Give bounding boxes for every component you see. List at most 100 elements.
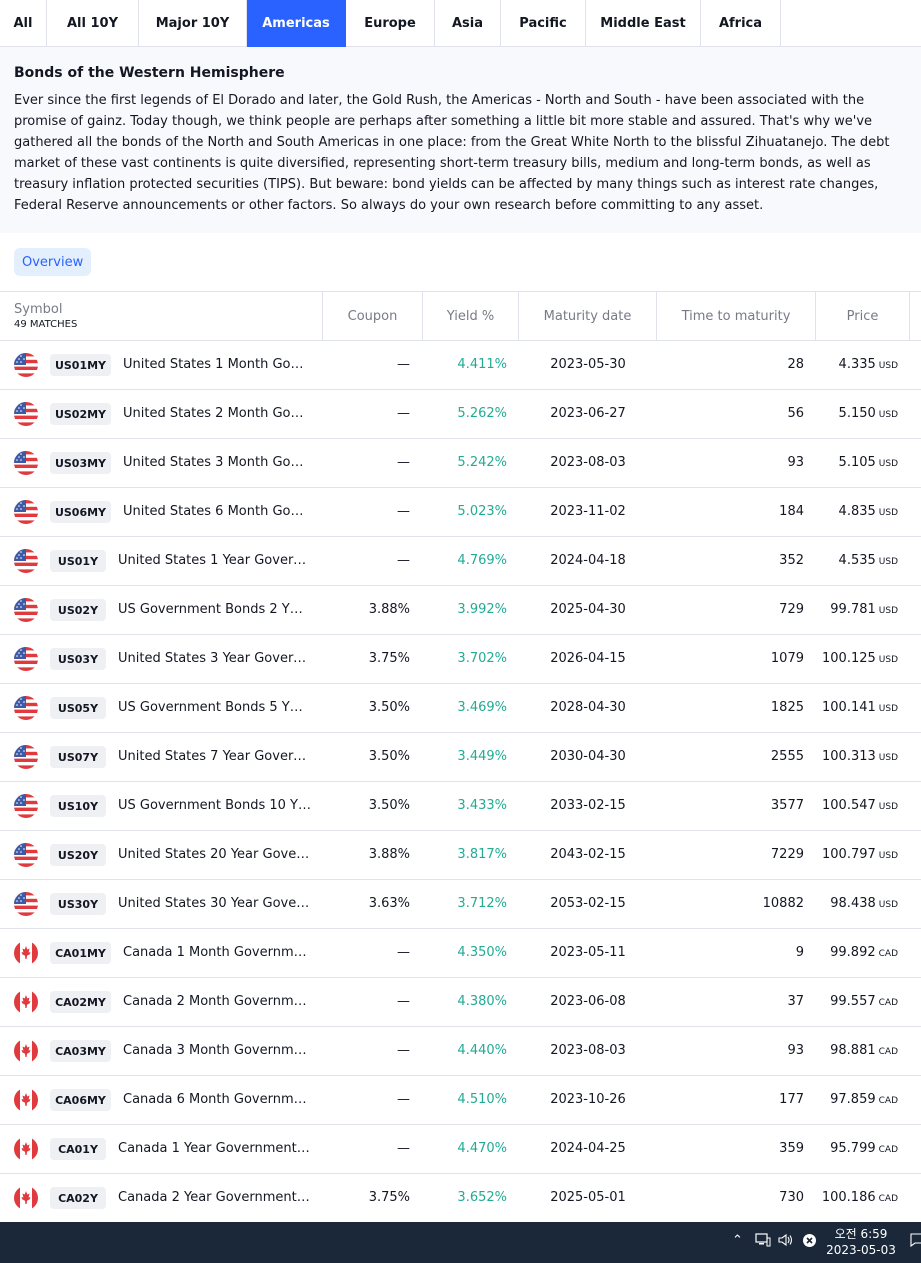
- price-value: 99.557 CAD: [816, 978, 898, 1026]
- price-value: 100.313 USD: [816, 733, 898, 781]
- table-row[interactable]: CA01MY Canada 1 Month Government Bill — 4.3…: [0, 929, 921, 978]
- column-coupon[interactable]: Coupon: [323, 292, 423, 340]
- table-row[interactable]: CA03MY Canada 3 Month Government Bill — 4.4…: [0, 1027, 921, 1076]
- bond-name[interactable]: United States 3 Month Government Bill: [123, 455, 311, 470]
- clock[interactable]: 오전 6:59 2023-05-03: [822, 1226, 900, 1258]
- column-price[interactable]: Price: [816, 292, 910, 340]
- symbol-badge[interactable]: US30Y: [50, 893, 106, 915]
- bond-name[interactable]: United States 3 Year Government Note: [118, 651, 311, 666]
- table-row[interactable]: US10Y US Government Bonds 10 YR Yield 3.50…: [0, 782, 921, 831]
- table-row[interactable]: US30Y United States 30 Year Government Bo…: [0, 880, 921, 929]
- table-row[interactable]: US01MY United States 1 Month Government B…: [0, 341, 921, 390]
- symbol-badge[interactable]: CA03MY: [50, 1040, 111, 1062]
- tab-africa[interactable]: Africa: [701, 0, 781, 47]
- symbol-badge[interactable]: CA01Y: [50, 1138, 106, 1160]
- currency-label: USD: [878, 410, 898, 420]
- symbol-badge[interactable]: CA02MY: [50, 991, 111, 1013]
- table-row[interactable]: US02MY United States 2 Month Government B…: [0, 390, 921, 439]
- symbol-badge[interactable]: US07Y: [50, 746, 106, 768]
- network-icon[interactable]: [755, 1233, 771, 1251]
- coupon-value: —: [397, 1043, 410, 1058]
- ime-status-icon[interactable]: [802, 1233, 817, 1252]
- coupon-value: —: [397, 1092, 410, 1107]
- tab-all[interactable]: All: [0, 0, 47, 47]
- tab-all-10y[interactable]: All 10Y: [47, 0, 139, 47]
- maturity-date-value: 2023-10-26: [550, 1092, 626, 1107]
- table-row[interactable]: US20Y United States 20 Year Government Bo…: [0, 831, 921, 880]
- price-number: 98.438: [830, 896, 876, 911]
- symbol-badge[interactable]: CA06MY: [50, 1089, 111, 1111]
- bond-name[interactable]: Canada 2 Year Government Bond: [118, 1190, 311, 1205]
- symbol-badge[interactable]: US01MY: [50, 354, 111, 376]
- price-number: 4.335: [838, 357, 876, 372]
- bond-name[interactable]: United States 6 Month Government Bill: [123, 504, 311, 519]
- chevron-up-icon[interactable]: ⌃: [732, 1233, 743, 1248]
- tab-middle-east[interactable]: Middle East: [586, 0, 701, 47]
- bond-name[interactable]: United States 30 Year Government Bond: [118, 896, 311, 911]
- tab-asia[interactable]: Asia: [435, 0, 501, 47]
- table-row[interactable]: CA06MY Canada 6 Month Government Bill — 4.5…: [0, 1076, 921, 1125]
- coupon-value: —: [397, 945, 410, 960]
- column-yield[interactable]: Yield %: [423, 292, 519, 340]
- symbol-badge[interactable]: CA01MY: [50, 942, 111, 964]
- symbol-badge[interactable]: US03MY: [50, 452, 111, 474]
- table-row[interactable]: US03MY United States 3 Month Government B…: [0, 439, 921, 488]
- symbol-badge[interactable]: US10Y: [50, 795, 106, 817]
- table-row[interactable]: US02Y US Government Bonds 2 YR Yield 3.88%…: [0, 586, 921, 635]
- time-to-maturity-value: 93: [787, 455, 804, 470]
- tab-pacific[interactable]: Pacific: [501, 0, 586, 47]
- symbol-badge[interactable]: US01Y: [50, 550, 106, 572]
- table-row[interactable]: CA02MY Canada 2 Month Government Bill — 4.3…: [0, 978, 921, 1027]
- bond-name[interactable]: United States 1 Year Government Bill: [118, 553, 311, 568]
- currency-label: CAD: [878, 949, 898, 959]
- bond-name[interactable]: United States 7 Year Government Note: [118, 749, 311, 764]
- maturity-date-value: 2023-11-02: [550, 504, 626, 519]
- table-row[interactable]: US05Y US Government Bonds 5 YR Yield 3.50%…: [0, 684, 921, 733]
- notification-icon[interactable]: [910, 1233, 921, 1251]
- volume-icon[interactable]: [778, 1233, 794, 1251]
- column-maturity-date[interactable]: Maturity date: [519, 292, 657, 340]
- table-row[interactable]: CA01Y Canada 1 Year Government Bill — 4.470…: [0, 1125, 921, 1174]
- column-symbol[interactable]: Symbol 49 MATCHES: [0, 292, 323, 340]
- symbol-badge[interactable]: US06MY: [50, 501, 111, 523]
- bond-name[interactable]: Canada 2 Month Government Bill: [123, 994, 311, 1009]
- tab-major-10y[interactable]: Major 10Y: [139, 0, 247, 47]
- bond-name[interactable]: Canada 6 Month Government Bill: [123, 1092, 311, 1107]
- symbol-badge[interactable]: US02Y: [50, 599, 106, 621]
- coupon-value: 3.50%: [368, 749, 410, 764]
- price-value: 4.535 USD: [816, 537, 898, 585]
- table-row[interactable]: US03Y United States 3 Year Government Not…: [0, 635, 921, 684]
- bond-name[interactable]: United States 2 Month Government Bill: [123, 406, 311, 421]
- table-row[interactable]: US01Y United States 1 Year Government Bil…: [0, 537, 921, 586]
- tab-overview[interactable]: Overview: [14, 248, 92, 276]
- bond-name[interactable]: US Government Bonds 10 YR Yield: [118, 798, 311, 813]
- bond-name[interactable]: US Government Bonds 2 YR Yield: [118, 602, 311, 617]
- bond-name[interactable]: Canada 1 Month Government Bill: [123, 945, 311, 960]
- price-number: 4.835: [838, 504, 876, 519]
- symbol-badge[interactable]: CA02Y: [50, 1187, 106, 1209]
- coupon-value: 3.75%: [368, 651, 410, 666]
- table-row[interactable]: US07Y United States 7 Year Government Not…: [0, 733, 921, 782]
- price-number: 5.150: [838, 406, 876, 421]
- column-time-to-maturity[interactable]: Time to maturity: [657, 292, 816, 340]
- bond-name[interactable]: Canada 3 Month Government Bill: [123, 1043, 311, 1058]
- maturity-date-value: 2024-04-18: [550, 553, 626, 568]
- maturity-date-value: 2025-04-30: [550, 602, 626, 617]
- tab-americas[interactable]: Americas: [247, 0, 346, 47]
- currency-label: USD: [878, 851, 898, 861]
- symbol-badge[interactable]: US05Y: [50, 697, 106, 719]
- bond-name[interactable]: Canada 1 Year Government Bill: [118, 1141, 311, 1156]
- bond-name[interactable]: US Government Bonds 5 YR Yield: [118, 700, 311, 715]
- symbol-badge[interactable]: US02MY: [50, 403, 111, 425]
- tab-europe[interactable]: Europe: [346, 0, 435, 47]
- currency-label: CAD: [878, 1194, 898, 1204]
- symbol-badge[interactable]: US03Y: [50, 648, 106, 670]
- maturity-date-value: 2023-06-27: [550, 406, 626, 421]
- price-value: 4.335 USD: [816, 341, 898, 389]
- symbol-badge[interactable]: US20Y: [50, 844, 106, 866]
- table-row[interactable]: CA02Y Canada 2 Year Government Bond 3.75% 3…: [0, 1174, 921, 1223]
- table-row[interactable]: US06MY United States 6 Month Government B…: [0, 488, 921, 537]
- bond-name[interactable]: United States 20 Year Government Bond: [118, 847, 311, 862]
- bond-name[interactable]: United States 1 Month Government Bill: [123, 357, 311, 372]
- time-to-maturity-value: 352: [779, 553, 804, 568]
